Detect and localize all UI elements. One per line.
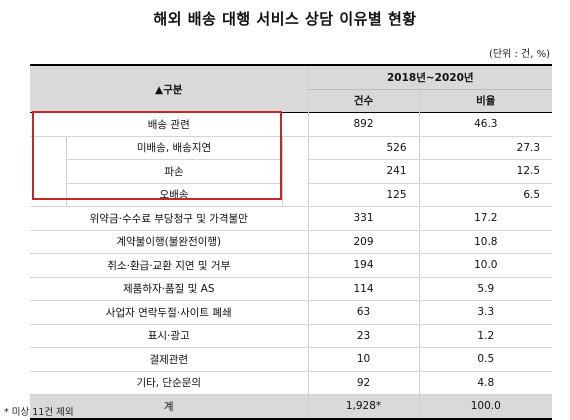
row-label: 제품하자·품질 및 AS xyxy=(30,277,309,301)
row-ratio: 10.8 xyxy=(418,230,553,254)
sub-row: 미배송, 배송지연 526 27.3 xyxy=(30,136,553,160)
consultation-table: ▲구분 2018년~2020년 건수 비율 배송 관련 892 46.3 미배송… xyxy=(30,64,553,420)
row-label: 계약불이행(불완전이행) xyxy=(30,230,309,254)
row-ratio: 5.9 xyxy=(418,277,553,301)
row-ratio: 10.0 xyxy=(418,253,553,278)
sub-row: 오배송 125 6.5 xyxy=(30,183,553,207)
unit-label: (단위 : 건, %) xyxy=(489,49,550,60)
row-label: 기타, 단순문의 xyxy=(30,371,309,395)
row-label: 결제관련 xyxy=(30,347,309,372)
row-count: 114 xyxy=(307,277,420,301)
table-row: 위약금·수수료 부당청구 및 가격불만 331 17.2 xyxy=(30,206,553,231)
row-ratio: 1.2 xyxy=(418,324,553,348)
row-count: 331 xyxy=(307,206,420,231)
sub-row-ratio: 6.5 xyxy=(418,183,553,207)
row-count: 892 xyxy=(307,112,420,137)
table-title: 해외 배송 대행 서비스 상담 이유별 현황 xyxy=(153,10,417,28)
row-count: 23 xyxy=(307,324,420,348)
sub-row: 파손 241 12.5 xyxy=(30,159,553,184)
row-ratio: 4.8 xyxy=(418,371,553,395)
sub-row-count: 526 xyxy=(307,136,420,160)
ratio-header: 비율 xyxy=(418,89,553,113)
table-row: 표시·광고 23 1.2 xyxy=(30,324,553,348)
row-label: 사업자 연락두절·사이트 폐쇄 xyxy=(30,300,309,325)
sub-row-label: 미배송, 배송지연 xyxy=(65,136,282,160)
row-label: 배송 관련 xyxy=(30,112,309,137)
row-label: 취소·환급·교환 지연 및 거부 xyxy=(30,253,309,278)
row-ratio: 46.3 xyxy=(418,112,553,137)
total-label: 계 xyxy=(30,394,309,420)
row-ratio: 17.2 xyxy=(418,206,553,231)
row-ratio: 3.3 xyxy=(418,300,553,325)
table-row: 사업자 연락두절·사이트 폐쇄 63 3.3 xyxy=(30,300,553,325)
row-count: 194 xyxy=(307,253,420,278)
sub-row-ratio: 27.3 xyxy=(418,136,553,160)
row-count: 63 xyxy=(307,300,420,325)
row-label: 표시·광고 xyxy=(30,324,309,348)
row-count: 92 xyxy=(307,371,420,395)
table-row: 계약불이행(불완전이행) 209 10.8 xyxy=(30,230,553,254)
table-row: 제품하자·품질 및 AS 114 5.9 xyxy=(30,277,553,301)
row-label: 위약금·수수료 부당청구 및 가격불만 xyxy=(30,206,309,231)
period-header: 2018년~2020년 xyxy=(307,65,553,90)
sub-row-count: 125 xyxy=(307,183,420,207)
total-row: 계 1,928* 100.0 xyxy=(30,394,553,420)
sub-row-label: 오배송 xyxy=(65,183,282,207)
footnote: * 미상 11건 제외 xyxy=(4,407,74,418)
sub-row-ratio: 12.5 xyxy=(418,159,553,184)
row-count: 209 xyxy=(307,230,420,254)
row-ratio: 0.5 xyxy=(418,347,553,372)
table-row: 결제관련 10 0.5 xyxy=(30,347,553,372)
total-count: 1,928* xyxy=(307,394,420,420)
table-row: 기타, 단순문의 92 4.8 xyxy=(30,371,553,395)
row-count: 10 xyxy=(307,347,420,372)
table-row: 취소·환급·교환 지연 및 거부 194 10.0 xyxy=(30,253,553,278)
sub-row-label: 파손 xyxy=(65,159,282,184)
total-ratio: 100.0 xyxy=(418,394,553,420)
sub-row-count: 241 xyxy=(307,159,420,184)
table-row: 배송 관련 892 46.3 xyxy=(30,112,553,137)
count-header: 건수 xyxy=(307,89,420,113)
category-header: ▲구분 xyxy=(155,83,183,96)
